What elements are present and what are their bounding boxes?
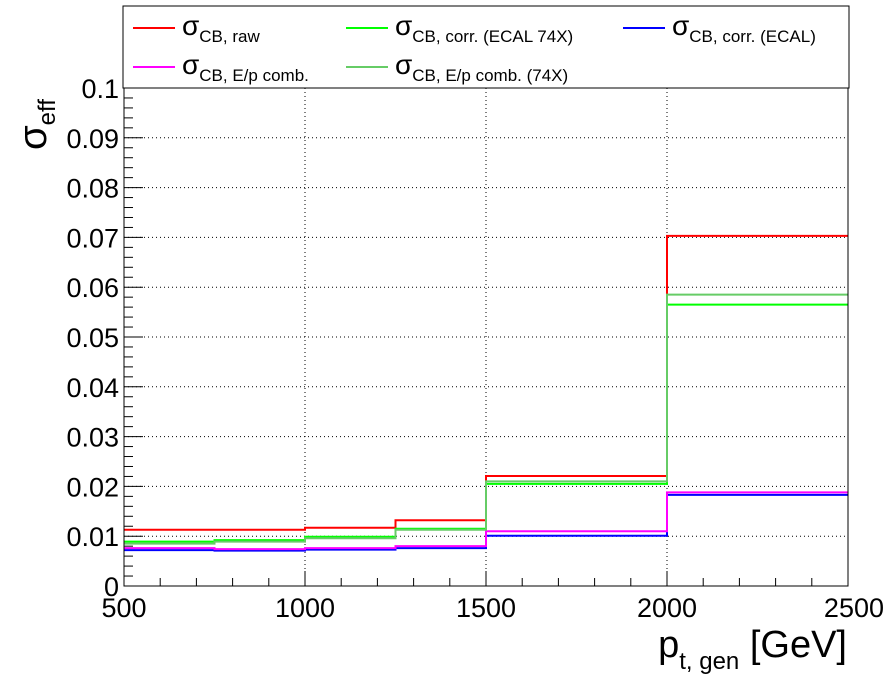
x-axis-title-main: p (658, 624, 679, 666)
legend-label-sub: CB, E/p comb. (199, 66, 309, 85)
legend-label-main: σ (182, 10, 199, 41)
x-tick-label: 500 (101, 593, 146, 623)
legend-label-sub: CB, corr. (ECAL) (689, 27, 816, 46)
y-tick-label: 0.06 (66, 273, 119, 303)
y-tick-label: 0.07 (66, 223, 119, 253)
legend-label: σCB, raw (182, 10, 260, 46)
x-axis-title: pt, gen [GeV] (658, 624, 847, 675)
series-line-4 (124, 293, 848, 545)
x-tick-label: 1000 (275, 593, 335, 623)
y-tick-label: 0.02 (66, 472, 119, 502)
legend-frame (122, 5, 850, 89)
series-line-3 (124, 491, 848, 551)
legend-entry: σCB, corr. (ECAL) (623, 10, 816, 46)
legend-label-sub: CB, raw (199, 27, 260, 46)
x-tick-label: 2000 (637, 593, 697, 623)
x-axis-title-sub: t, gen (679, 648, 739, 675)
tick-labels: 500 1000 1500 2000 2500 0 0.01 0.02 0.03 0.04 0.05… (66, 74, 883, 623)
y-tick-label: 0 (104, 572, 119, 602)
y-tick-label: 0.01 (66, 522, 119, 552)
x-tick-label: 2500 (824, 593, 883, 623)
legend-label: σCB, E/p comb. (182, 49, 309, 85)
legend-label-sub: CB, E/p comb. (74X) (412, 66, 568, 85)
legend-entry: σCB, raw (133, 10, 260, 46)
y-tick-label: 0.04 (66, 373, 119, 403)
y-tick-label: 0.1 (81, 74, 119, 104)
legend-label-main: σ (395, 49, 412, 80)
x-axis-title-unit: [GeV] (739, 624, 847, 666)
series-layer (124, 234, 848, 552)
x-tick-label: 1500 (456, 593, 516, 623)
legend-label: σCB, E/p comb. (74X) (395, 49, 568, 85)
y-tick-label: 0.08 (66, 174, 119, 204)
legend-entry: σCB, E/p comb. (74X) (346, 49, 568, 85)
y-tick-label: 0.05 (66, 323, 119, 353)
axes (123, 87, 849, 587)
legend-label-sub: CB, corr. (ECAL 74X) (412, 27, 573, 46)
y-tick-label: 0.09 (66, 124, 119, 154)
y-axis-title-sub: eff (34, 99, 61, 126)
y-axis-title: σeff (11, 99, 61, 150)
y-axis-title-symbol: σ (11, 125, 55, 150)
legend-label-main: σ (672, 10, 689, 41)
legend-entry: σCB, corr. (ECAL 74X) (346, 10, 573, 46)
legend-label-main: σ (395, 10, 412, 41)
y-tick-label: 0.03 (66, 423, 119, 453)
legend-label: σCB, corr. (ECAL) (672, 10, 816, 46)
legend-entry: σCB, E/p comb. (133, 49, 309, 85)
legend: σCB, raw σCB, corr. (ECAL 74X) σCB, corr. … (122, 5, 850, 89)
legend-label-main: σ (182, 49, 199, 80)
legend-label: σCB, corr. (ECAL 74X) (395, 10, 573, 46)
